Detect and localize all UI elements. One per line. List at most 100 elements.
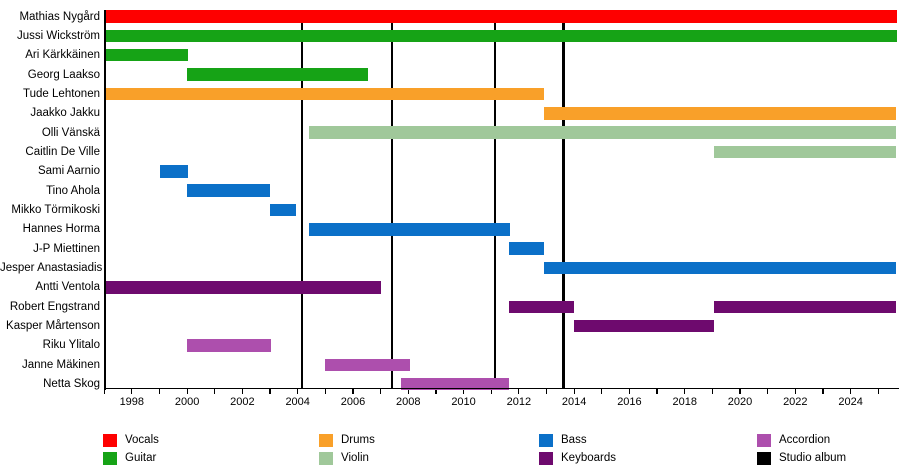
y-axis-line <box>104 10 106 390</box>
member-label: J-P Miettinen <box>33 242 100 255</box>
timeline-bar <box>105 87 544 101</box>
timeline-bar <box>187 339 272 352</box>
x-axis-tick <box>794 389 796 394</box>
studio-album-line <box>493 10 497 388</box>
member-label: Antti Ventola <box>35 281 100 294</box>
x-axis-tick <box>158 389 161 394</box>
x-axis-tick <box>352 389 354 394</box>
x-axis-tick <box>656 389 658 394</box>
legend-swatch-guitar <box>103 451 117 465</box>
legend-label-studio-album: Studio album <box>779 451 847 464</box>
member-label: Hannes Horma <box>22 223 100 236</box>
x-axis-tick-label: 2014 <box>561 395 587 408</box>
x-axis-tick <box>545 389 548 394</box>
x-axis-line <box>104 387 899 390</box>
member-label: Netta Skog <box>43 378 100 391</box>
x-axis-tick <box>518 389 520 394</box>
member-label: Tude Lehtonen <box>23 87 100 100</box>
x-axis-tick-label: 2000 <box>174 395 200 408</box>
legend-label-violin: Violin <box>341 451 369 464</box>
timeline-bar <box>187 68 369 81</box>
x-axis-tick <box>324 389 326 394</box>
x-axis-tick-label: 2006 <box>340 395 366 408</box>
legend-swatch-bass <box>539 434 553 447</box>
x-axis-tick <box>711 389 713 394</box>
legend-swatch-drums <box>319 434 333 447</box>
timeline-bar <box>508 300 575 313</box>
member-label: Robert Engstrand <box>9 300 100 313</box>
timeline-bar <box>187 184 271 197</box>
x-axis-tick-label: 2002 <box>230 395 255 408</box>
x-axis-tick <box>131 389 133 394</box>
member-label: Jesper Anastasiadis <box>0 262 103 275</box>
timeline-bar <box>713 145 897 159</box>
member-label: Caitlin De Ville <box>25 145 100 158</box>
timeline-bar <box>270 203 296 217</box>
x-axis-tick <box>850 389 852 394</box>
member-label: Ari Kärkkäinen <box>25 49 100 62</box>
member-label: Janne Mäkinen <box>22 358 100 371</box>
member-label: Sami Aarnio <box>37 165 100 178</box>
timeline-bar <box>543 107 897 120</box>
member-label: Jaakko Jakku <box>30 107 100 120</box>
legend-swatch-keyboards <box>539 451 553 465</box>
x-axis-tick <box>684 389 686 394</box>
timeline-bar <box>574 319 715 333</box>
x-axis-tick-label: 2018 <box>672 395 697 408</box>
x-axis-tick <box>103 389 105 394</box>
legend-swatch-accordion <box>757 434 771 447</box>
legend-label-drums: Drums <box>341 434 375 446</box>
studio-album-line <box>300 10 304 388</box>
x-axis-tick <box>601 389 603 394</box>
member-label: Mathias Nygård <box>19 10 100 23</box>
x-axis-tick-label: 2016 <box>617 395 642 408</box>
timeline-bar <box>105 29 897 43</box>
member-label: Olli Vänskä <box>41 126 100 139</box>
x-axis-tick <box>214 389 216 394</box>
x-axis-tick <box>380 389 382 394</box>
x-axis-tick <box>767 389 769 394</box>
timeline-bar <box>508 242 544 255</box>
timeline-bar <box>160 165 189 178</box>
member-label: Mikko Törmikoski <box>11 204 100 216</box>
timeline-bar <box>309 126 897 139</box>
timeline-bar <box>105 48 189 62</box>
x-axis-tick <box>186 389 188 394</box>
timeline-bar <box>105 281 381 294</box>
x-axis-tick <box>297 389 299 394</box>
x-axis-tick <box>490 389 492 394</box>
x-axis-tick <box>407 389 409 394</box>
member-label: Jussi Wickström <box>16 29 100 42</box>
x-axis-tick <box>241 389 243 394</box>
member-label: Georg Laakso <box>27 68 100 81</box>
timeline-bar <box>309 223 510 236</box>
legend-label-accordion: Accordion <box>779 434 831 446</box>
legend-label-keyboards: Keyboards <box>561 451 616 464</box>
x-axis-tick-label: 2004 <box>285 395 310 408</box>
x-axis-tick-label: 2010 <box>451 395 476 408</box>
x-axis-tick <box>628 389 631 394</box>
timeline-bar <box>105 10 897 23</box>
timeline-bar <box>714 300 897 313</box>
legend-swatch-vocals <box>103 434 117 447</box>
x-axis-tick <box>822 389 824 394</box>
x-axis-tick <box>877 389 879 394</box>
timeline-bar <box>325 358 410 372</box>
legend-label-guitar: Guitar <box>125 451 157 464</box>
x-axis-tick-label: 1998 <box>119 395 145 408</box>
x-axis-tick-label: 2022 <box>783 395 808 408</box>
x-axis-tick <box>269 389 271 394</box>
member-label: Riku Ylitalo <box>42 339 100 352</box>
legend-label-vocals: Vocals <box>125 434 159 446</box>
timeline-bar <box>400 377 509 391</box>
legend-swatch-violin <box>319 451 333 465</box>
timeline-bar <box>543 261 897 275</box>
studio-album-line <box>390 10 394 388</box>
member-label: Kasper Mårtenson <box>6 320 100 333</box>
x-axis-tick-label: 2012 <box>506 395 532 408</box>
legend-swatch-studio-album <box>757 451 771 465</box>
x-axis-tick <box>573 389 575 394</box>
x-axis-tick-label: 2008 <box>396 395 421 408</box>
x-axis-tick <box>462 389 465 394</box>
